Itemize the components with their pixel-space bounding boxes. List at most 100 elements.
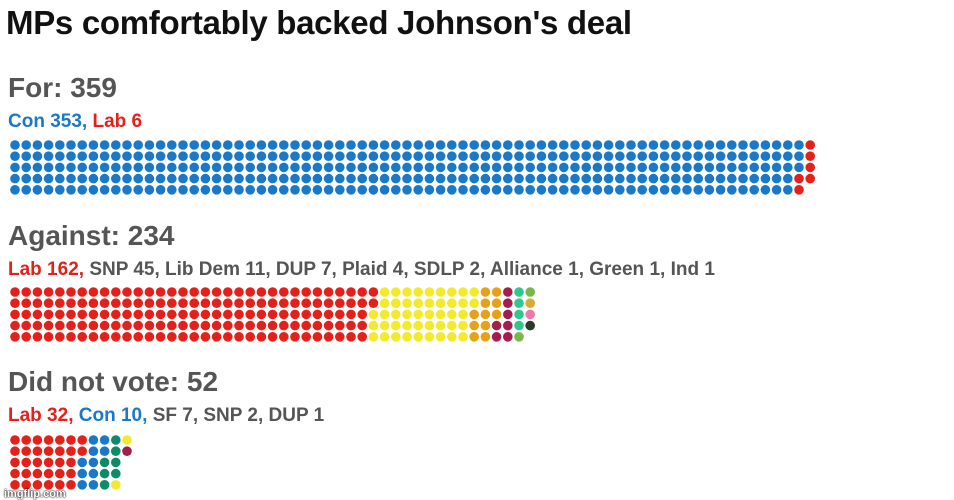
dot-against-lab: [32, 332, 43, 342]
dot-for-lab: [794, 185, 804, 195]
dot-for-con: [570, 162, 580, 173]
dot-for-con: [88, 162, 99, 173]
dot-against-lab: [32, 320, 43, 331]
dot-for-con: [88, 140, 99, 150]
dot-for-con: [581, 185, 591, 195]
dot-for-con: [525, 140, 535, 150]
dot-for-con: [379, 140, 390, 150]
dot-for-con: [55, 140, 65, 150]
dot-for-con: [682, 162, 692, 173]
dot-for-con: [10, 173, 20, 184]
dot-against-lab: [167, 309, 177, 320]
dot-for-con: [749, 173, 759, 184]
dot-against-lab: [88, 309, 99, 320]
dot-against-lab: [267, 332, 278, 342]
dot-for-con: [178, 173, 188, 184]
dot-against-lab: [55, 309, 65, 320]
dot-for-con: [178, 140, 188, 150]
dot-against-lab: [111, 309, 121, 320]
dot-against-snp: [402, 332, 412, 342]
dot-for-con: [547, 151, 558, 161]
dot-for-con: [659, 173, 670, 184]
dot-for-con: [704, 173, 715, 184]
dot-against-snp: [447, 309, 457, 320]
dot-for-con: [211, 151, 222, 161]
dot-for-con: [368, 185, 379, 195]
dot-for-con: [357, 162, 368, 173]
dot-against-lab: [99, 332, 110, 342]
dot-against-lab: [346, 309, 356, 320]
breakdown-separator: ,: [265, 259, 276, 280]
dot-for-con: [267, 151, 278, 161]
dot-for-con: [111, 151, 121, 161]
dot-against-lab: [77, 332, 87, 342]
dot-against-lab: [223, 332, 233, 342]
dot-for-con: [693, 173, 703, 184]
dot-against-lab: [43, 287, 54, 297]
dot-for-con: [525, 151, 535, 161]
dot-against-lab: [211, 309, 222, 320]
dot-against-lab: [211, 320, 222, 331]
dot-for-con: [760, 173, 771, 184]
dot-against-lab: [189, 309, 199, 320]
dot-against-lib-dem: [491, 298, 502, 309]
dot-for-con: [771, 173, 782, 184]
dot-against-lab: [234, 298, 244, 309]
dot-against-lab: [155, 332, 166, 342]
dot-against-lab: [301, 320, 312, 331]
dot-for-con: [704, 151, 715, 161]
dot-for-con: [413, 140, 424, 150]
breakdown-separator: ,: [257, 405, 269, 426]
dot-did-not-vote-lab: [32, 435, 43, 445]
dot-for-con: [682, 151, 692, 161]
dot-against-lab: [312, 320, 323, 331]
dot-for-con: [167, 185, 177, 195]
dot-for-con: [323, 151, 334, 161]
dot-against-lab: [234, 287, 244, 297]
dot-for-con: [357, 185, 368, 195]
dot-for-con: [469, 140, 480, 150]
dot-for-con: [547, 162, 558, 173]
breakdown-item-dup: DUP 7: [275, 259, 332, 280]
dot-against-lab: [32, 287, 43, 297]
dot-for-con: [267, 185, 278, 195]
dot-for-con: [144, 151, 155, 161]
dot-for-con: [547, 173, 558, 184]
dot-for-con: [626, 173, 636, 184]
dot-against-lab: [256, 309, 267, 320]
dot-for-con: [659, 185, 670, 195]
dot-against-lab: [144, 298, 155, 309]
dot-for-con: [447, 151, 457, 161]
dot-for-con: [413, 151, 424, 161]
dot-for-con: [256, 173, 267, 184]
dot-for-con: [167, 162, 177, 173]
dot-for-con: [189, 173, 199, 184]
dot-did-not-vote-lab: [77, 435, 87, 445]
dot-against-lab: [200, 320, 211, 331]
dot-for-con: [200, 185, 211, 195]
dot-against-lab: [323, 309, 334, 320]
dot-for-lab: [805, 162, 815, 173]
dot-for-con: [503, 162, 513, 173]
dot-for-con: [760, 151, 771, 161]
dot-against-lab: [32, 309, 43, 320]
dot-for-con: [346, 185, 356, 195]
dot-against-lab: [167, 320, 177, 331]
dot-did-not-vote-con: [88, 446, 99, 457]
dot-against-lab: [245, 298, 255, 309]
dot-against-lab: [368, 298, 379, 309]
dot-for-con: [727, 173, 737, 184]
dot-against-lab: [66, 320, 76, 331]
dot-against-lib-dem: [480, 298, 491, 309]
breakdown-item-con: Con 353: [8, 111, 82, 132]
dot-against-lab: [200, 332, 211, 342]
dot-for-con: [435, 151, 446, 161]
dot-for-con: [626, 140, 636, 150]
dot-for-con: [402, 173, 412, 184]
breakdown-item-alliance: Alliance 1: [489, 259, 579, 280]
dot-for-con: [43, 173, 54, 184]
dot-against-lab: [77, 320, 87, 331]
dot-for-con: [379, 151, 390, 161]
dot-for-con: [391, 185, 401, 195]
dot-against-lab: [178, 320, 188, 331]
